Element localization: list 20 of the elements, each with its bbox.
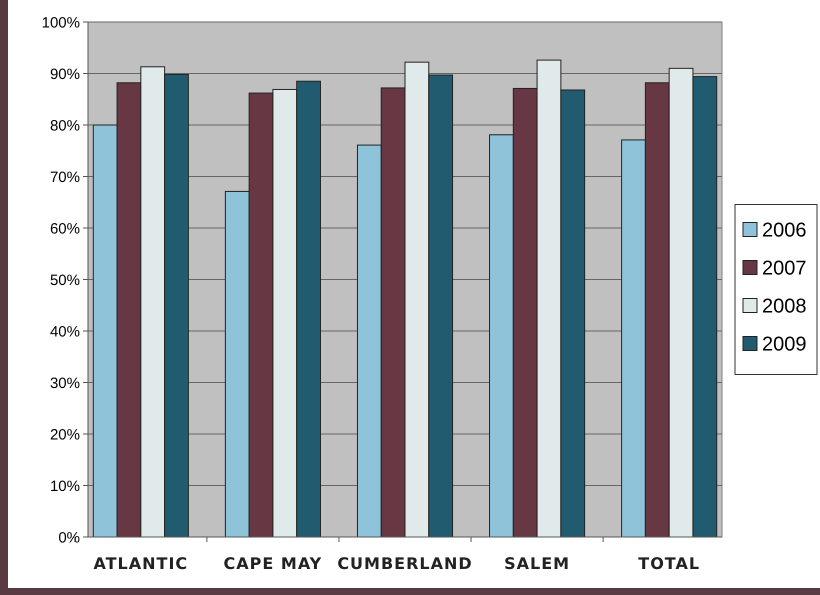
y-tick-label: 0%	[58, 529, 80, 546]
y-tick-label: 100%	[42, 14, 80, 32]
y-tick-label: 90%	[50, 66, 80, 83]
legend-label: 2007	[762, 258, 806, 280]
y-tick-label: 70%	[50, 168, 80, 186]
x-tick-label: CUMBERLAND	[337, 554, 473, 573]
x-tick-label: TOTAL	[638, 554, 700, 573]
y-tick-label: 40%	[50, 323, 80, 340]
y-tick-label: 50%	[50, 272, 80, 289]
y-tick-label: 10%	[50, 478, 80, 495]
legend-label: 2008	[762, 296, 806, 318]
y-tick-label: 80%	[50, 117, 80, 134]
y-tick-label: 30%	[50, 374, 80, 392]
y-tick-label: 60%	[50, 220, 80, 238]
legend-label: 2006	[762, 220, 806, 242]
x-tick-label: SALEM	[504, 554, 570, 573]
x-tick-label: CAPE MAY	[224, 554, 322, 573]
legend-label: 2009	[762, 334, 806, 356]
x-tick-label: ATLANTIC	[94, 554, 188, 573]
y-tick-label: 20%	[50, 426, 80, 444]
